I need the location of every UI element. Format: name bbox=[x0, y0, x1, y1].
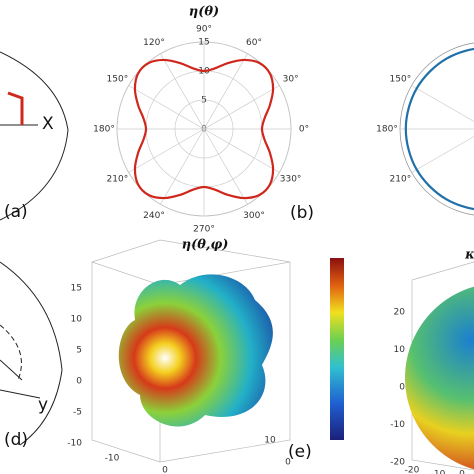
z-tick-label: -10 bbox=[390, 420, 405, 430]
theta-tick-label: 180° bbox=[376, 125, 398, 135]
theta-grid bbox=[203, 128, 248, 205]
theta-tick-label: 150° bbox=[390, 75, 412, 85]
chart-title: η(θ) bbox=[189, 5, 219, 20]
panel-label: (a) bbox=[4, 202, 28, 222]
z-tick-label: 20 bbox=[394, 308, 406, 318]
y-tick-label: 10 bbox=[264, 436, 276, 446]
theta-grid bbox=[203, 85, 280, 130]
theta-tick-label: 210° bbox=[390, 175, 412, 185]
x-tick-label: -20 bbox=[405, 466, 420, 474]
z-tick-label: -5 bbox=[73, 408, 82, 418]
theta-grid bbox=[160, 128, 205, 205]
chart-title: η(θ,φ) bbox=[182, 238, 229, 253]
sketch-dash bbox=[0, 324, 22, 381]
panel-label: (e) bbox=[288, 442, 312, 462]
theta-tick-label: 90° bbox=[196, 25, 212, 35]
panel-label: (d) bbox=[4, 430, 28, 450]
theta-grid bbox=[203, 128, 280, 173]
z-tick-label: -10 bbox=[67, 439, 82, 449]
x-tick-label: 0 bbox=[459, 470, 465, 474]
theta-grid bbox=[160, 53, 205, 130]
sketch-angle bbox=[7, 91, 24, 125]
theta-tick-label: 240° bbox=[143, 211, 165, 221]
surface-f bbox=[405, 286, 474, 470]
sketch-line bbox=[0, 359, 23, 381]
theta-tick-label: 270° bbox=[193, 225, 215, 235]
theta-grid bbox=[203, 53, 248, 130]
theta-tick-label: 300° bbox=[243, 211, 265, 221]
theta-grid bbox=[128, 128, 205, 173]
surface-f-box bbox=[411, 261, 474, 471]
axis-letter: y bbox=[38, 395, 48, 415]
theta-tick-label: 60° bbox=[246, 38, 262, 48]
sketch-arc bbox=[0, 51, 69, 221]
z-tick-label: 10 bbox=[71, 315, 83, 325]
z-tick-label: 10 bbox=[394, 345, 406, 355]
y-tick-label: 0 bbox=[285, 458, 291, 468]
x-tick-label: -10 bbox=[431, 470, 446, 474]
axis-letter: X bbox=[42, 114, 54, 134]
z-tick-label: 0 bbox=[76, 377, 82, 387]
theta-tick-label: 180° bbox=[93, 125, 115, 135]
theta-tick-label: 120° bbox=[143, 38, 165, 48]
z-tick-label: 15 bbox=[71, 284, 82, 294]
polar-line bbox=[133, 58, 275, 200]
sketch-arc bbox=[0, 261, 63, 446]
theta-tick-label: 30° bbox=[283, 75, 299, 85]
theta-grid bbox=[128, 85, 205, 130]
theta-grid bbox=[411, 85, 474, 122]
surface-e bbox=[118, 274, 273, 427]
chart-title: κ bbox=[464, 248, 474, 263]
sketch-axis bbox=[0, 389, 41, 399]
sketch-a bbox=[0, 51, 69, 221]
theta-tick-label: 0° bbox=[299, 125, 309, 135]
panel-label: (b) bbox=[290, 203, 314, 223]
polar-line bbox=[404, 47, 474, 211]
theta-tick-label: 330° bbox=[280, 175, 302, 185]
theta-tick-label: 150° bbox=[107, 75, 129, 85]
theta-grid bbox=[411, 136, 474, 173]
sketch-d bbox=[0, 261, 63, 446]
x-tick-label: -10 bbox=[105, 454, 120, 464]
z-tick-label: 5 bbox=[76, 346, 82, 356]
colorbar bbox=[330, 258, 344, 440]
x-tick-label: 0 bbox=[162, 466, 168, 474]
z-tick-label: 0 bbox=[399, 383, 405, 393]
theta-tick-label: 210° bbox=[107, 175, 129, 185]
z-tick-label: -20 bbox=[390, 458, 405, 468]
